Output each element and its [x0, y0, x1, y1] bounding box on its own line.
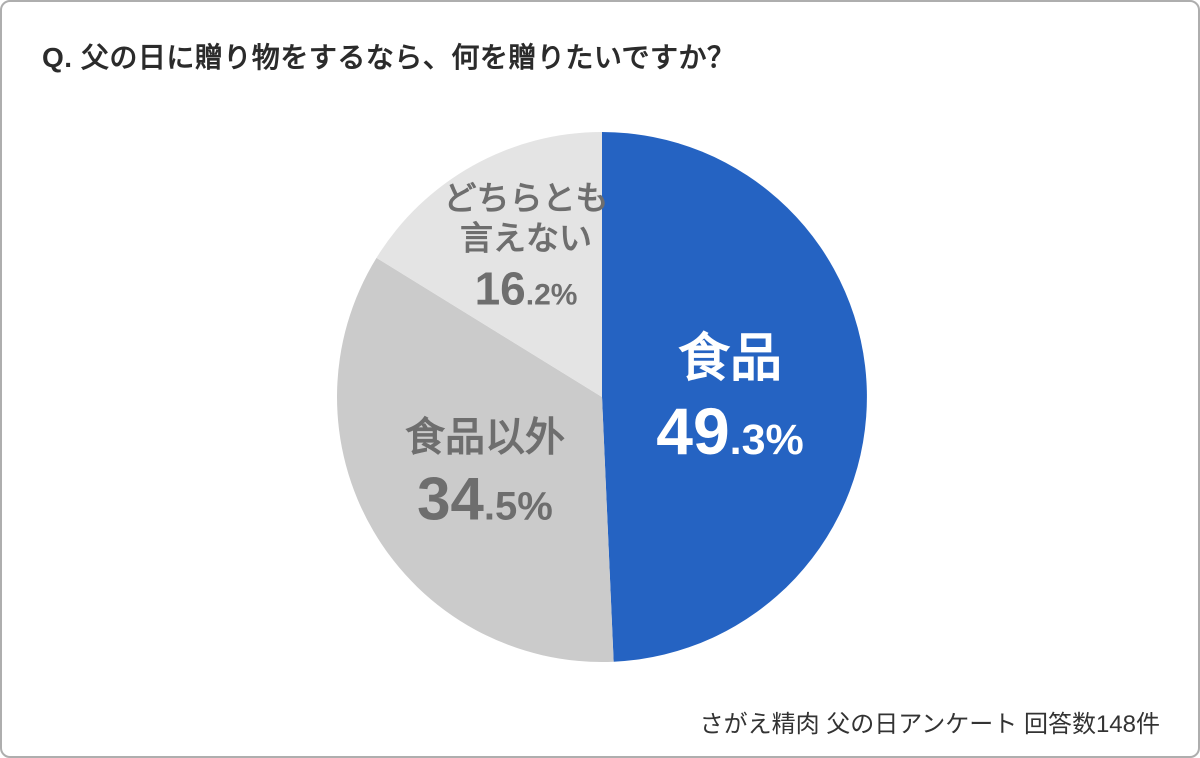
pie-svg: [337, 132, 867, 662]
slice-label-text: 食品: [677, 329, 782, 388]
slice-value-frac: .5%: [483, 484, 553, 529]
pie-slice-1: [337, 257, 614, 662]
slice-value: 49.3%: [656, 395, 804, 468]
slice-value-int: 34: [417, 465, 484, 533]
pie-slice-2: [376, 132, 602, 397]
slice-label-text: 言えない: [460, 219, 592, 257]
slice-label-food: 食品 49.3%: [656, 328, 804, 468]
slice-value: 34.5%: [405, 466, 565, 532]
slice-label-text: 食品以外: [405, 415, 565, 460]
slice-value: 16.2%: [444, 263, 609, 314]
slice-value-int: 49: [656, 394, 730, 469]
slice-label-nonfood: 食品以外 34.5%: [405, 414, 565, 533]
pie-slice-0: [602, 132, 867, 662]
question-title: Q. 父の日に贈り物をするなら、何を贈りたいですか？: [42, 42, 736, 73]
pie-chart: 食品 49.3% 食品以外 34.5% どちらとも 言えない 16.2%: [337, 132, 867, 662]
slice-value-int: 16: [474, 261, 526, 314]
slice-value-frac: .2%: [525, 277, 578, 311]
source-note: さがえ精肉 父の日アンケート 回答数148件: [699, 711, 1160, 738]
slice-value-frac: .3%: [729, 416, 804, 465]
slice-label-text: どちらとも: [443, 179, 609, 217]
slice-label-neither: どちらとも 言えない 16.2%: [444, 178, 609, 313]
